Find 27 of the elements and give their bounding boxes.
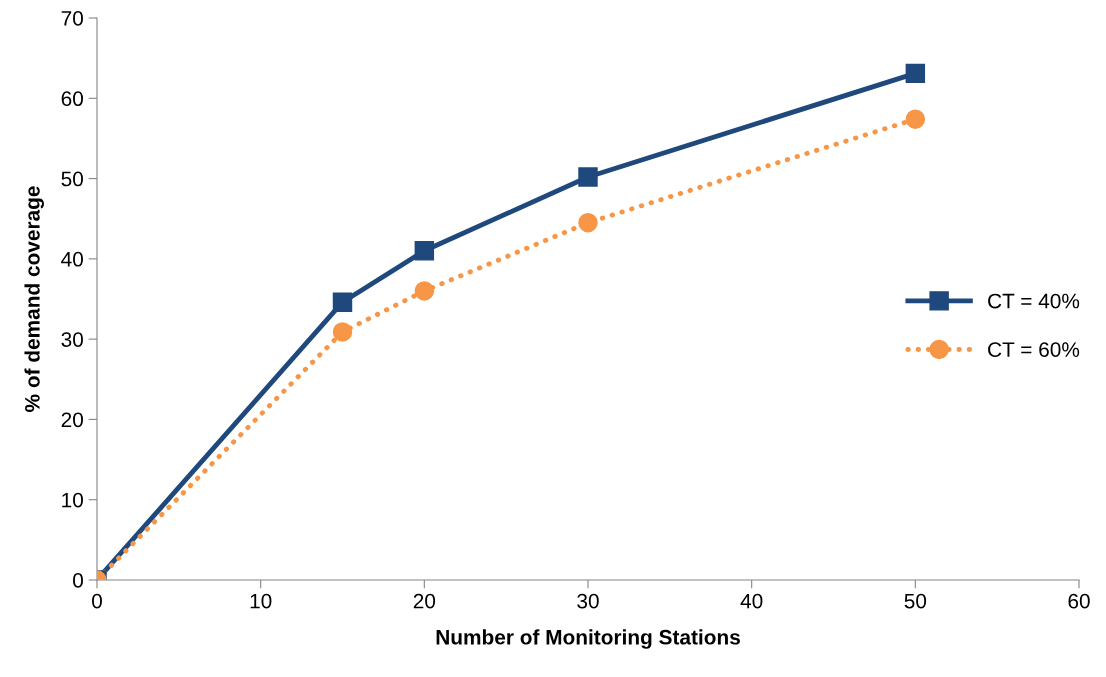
y-tick-label: 0 xyxy=(73,573,83,588)
y-tick-label: 20 xyxy=(61,412,83,428)
point xyxy=(414,241,435,261)
x-tick-label: 10 xyxy=(250,593,272,609)
legend-label: CT = 60% xyxy=(988,342,1080,357)
point xyxy=(332,292,353,312)
y-tick-label: 30 xyxy=(61,332,83,347)
x-tick-label: 0 xyxy=(92,593,102,609)
y-axis-title: % of demand coverage xyxy=(24,186,44,412)
y-tick-label: 70 xyxy=(61,11,83,26)
x-tick-label: 20 xyxy=(413,593,436,609)
point xyxy=(905,109,926,129)
y-tick-label: 50 xyxy=(61,171,83,187)
legend-label: CT = 40% xyxy=(988,293,1080,309)
x-tick-label: 40 xyxy=(740,593,763,609)
y-tick-label: 10 xyxy=(62,492,83,508)
point xyxy=(578,167,598,187)
y-tick-label: 60 xyxy=(61,91,83,107)
x-tick-label: 30 xyxy=(577,593,599,609)
x-tick-label: 50 xyxy=(904,593,927,609)
point xyxy=(332,322,353,342)
x-tick-label: 60 xyxy=(1068,593,1090,609)
x-axis-title: Number of Monitoring Stations xyxy=(436,629,740,649)
y-tick-label: 40 xyxy=(61,251,83,267)
point xyxy=(905,63,926,84)
point xyxy=(414,281,435,301)
point xyxy=(578,213,598,233)
